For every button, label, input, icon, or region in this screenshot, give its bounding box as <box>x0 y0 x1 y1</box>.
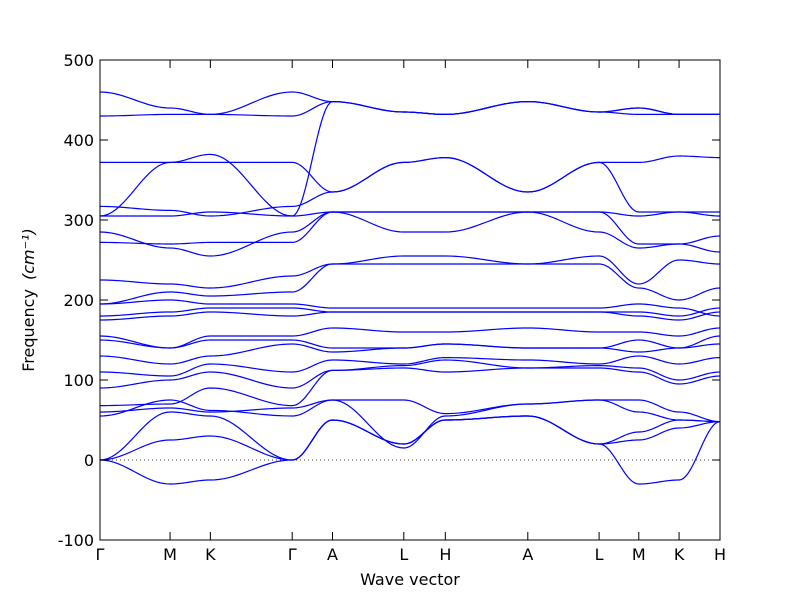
x-tick-label: K <box>205 545 216 564</box>
series-layer <box>99 91 721 485</box>
x-tick-label: M <box>632 545 646 564</box>
band-line-5 <box>99 399 721 423</box>
band-line-14 <box>99 299 721 317</box>
band-line-19 <box>100 211 720 217</box>
y-tick-label: 0 <box>84 451 94 470</box>
band-line-7 <box>99 359 721 389</box>
band-line-13 <box>99 307 721 317</box>
x-tick-label: Γ <box>96 545 105 564</box>
y-tick-label: 400 <box>63 131 94 150</box>
y-tick-label: 500 <box>63 51 94 70</box>
band-line-4 <box>99 399 721 449</box>
x-tick-label: H <box>714 545 726 564</box>
band-line-8 <box>99 355 721 377</box>
ticks-layer: -100 0 100 200 300 400 500 Γ M K Γ A L H A L M K H <box>58 51 726 564</box>
y-axis-label-unit: (cm⁻¹) <box>19 228 38 280</box>
x-tick-label: L <box>595 545 604 564</box>
x-tick-label: A <box>327 545 338 564</box>
x-tick-label: A <box>522 545 533 564</box>
band-line-17 <box>99 211 721 249</box>
x-tick-label: M <box>163 545 177 564</box>
y-axis-label: Frequency (cm⁻¹) <box>19 228 38 371</box>
y-axis-label-text: Frequency <box>19 289 38 372</box>
band-line-10 <box>99 335 721 349</box>
x-axis-label: Wave vector <box>360 570 460 589</box>
x-tick-label: H <box>439 545 451 564</box>
band-line-24 <box>99 91 720 116</box>
band-line-16 <box>99 255 721 289</box>
band-line-15 <box>99 263 721 305</box>
x-tick-label: Γ <box>288 545 297 564</box>
band-line-6 <box>99 367 721 407</box>
band-line-21 <box>100 155 721 193</box>
band-line-11 <box>99 327 721 349</box>
y-tick-label: 200 <box>63 291 94 310</box>
x-tick-label: L <box>399 545 408 564</box>
y-tick-label: 100 <box>63 371 94 390</box>
y-tick-label: -100 <box>58 531 94 550</box>
x-tick-label: K <box>674 545 685 564</box>
y-tick-label: 300 <box>63 211 94 230</box>
